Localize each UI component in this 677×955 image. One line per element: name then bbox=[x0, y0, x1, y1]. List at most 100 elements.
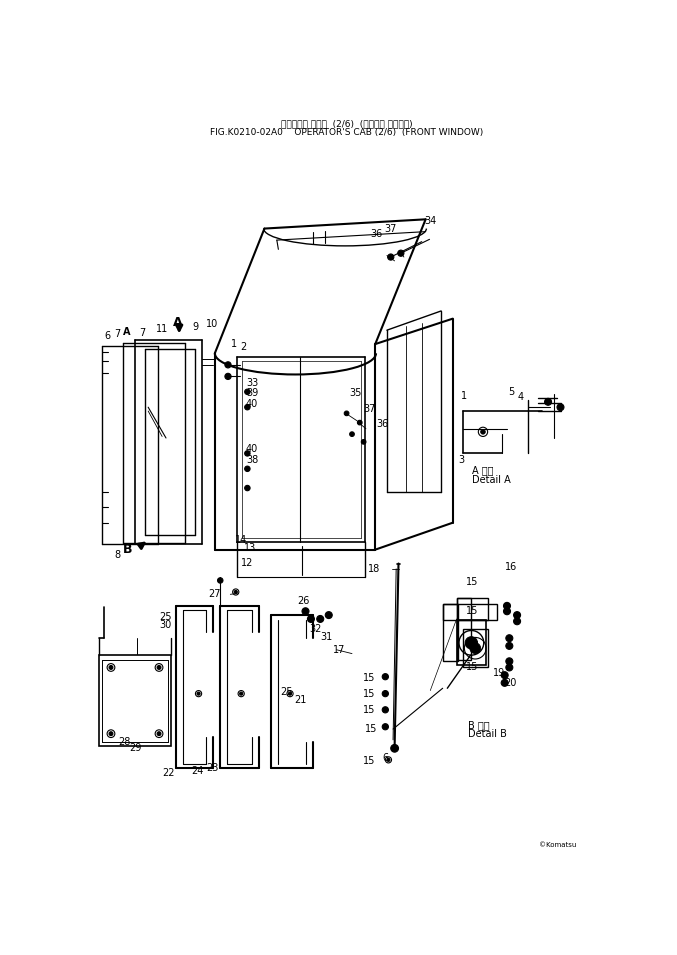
Text: 37: 37 bbox=[364, 404, 376, 414]
Text: 36: 36 bbox=[376, 419, 389, 429]
Circle shape bbox=[244, 485, 250, 491]
Bar bbox=[456, 598, 471, 660]
Text: オペレータ キャブ  (2/6)  (フロント ウインド): オペレータ キャブ (2/6) (フロント ウインド) bbox=[281, 119, 412, 128]
Text: 9: 9 bbox=[192, 322, 198, 332]
Text: 32: 32 bbox=[309, 624, 322, 634]
Circle shape bbox=[514, 618, 521, 625]
Text: 21: 21 bbox=[294, 695, 306, 705]
Circle shape bbox=[504, 607, 510, 615]
Text: 15: 15 bbox=[363, 705, 375, 714]
Text: 27: 27 bbox=[208, 588, 220, 599]
Text: 16: 16 bbox=[505, 562, 517, 572]
Bar bbox=[456, 621, 486, 665]
Text: 34: 34 bbox=[424, 216, 436, 226]
Text: 33: 33 bbox=[246, 377, 258, 388]
Text: 15: 15 bbox=[365, 724, 378, 734]
Text: 10: 10 bbox=[206, 319, 219, 329]
Text: 38: 38 bbox=[246, 455, 258, 464]
Circle shape bbox=[240, 692, 243, 695]
Text: 13: 13 bbox=[244, 543, 257, 553]
Text: B: B bbox=[123, 543, 132, 556]
Text: 29: 29 bbox=[129, 743, 141, 753]
Text: 36: 36 bbox=[371, 229, 383, 239]
Text: 15: 15 bbox=[363, 673, 375, 683]
Text: 4: 4 bbox=[518, 393, 524, 402]
Text: 37: 37 bbox=[385, 223, 397, 234]
Circle shape bbox=[391, 745, 399, 753]
Circle shape bbox=[244, 389, 250, 394]
Text: 2: 2 bbox=[240, 342, 246, 352]
Circle shape bbox=[357, 420, 362, 425]
Circle shape bbox=[325, 611, 332, 619]
Text: 40: 40 bbox=[246, 444, 258, 454]
Circle shape bbox=[217, 578, 223, 584]
Circle shape bbox=[514, 611, 521, 619]
Text: Detail B: Detail B bbox=[468, 730, 507, 739]
Text: 40: 40 bbox=[246, 399, 258, 409]
Text: 30: 30 bbox=[159, 620, 171, 630]
Bar bbox=[443, 604, 497, 621]
Circle shape bbox=[506, 658, 512, 665]
Circle shape bbox=[225, 362, 231, 368]
Circle shape bbox=[157, 666, 161, 669]
Text: 24: 24 bbox=[191, 766, 203, 775]
Text: 5: 5 bbox=[508, 387, 514, 396]
Circle shape bbox=[481, 430, 485, 435]
Text: 22: 22 bbox=[162, 768, 175, 778]
Bar bbox=[456, 598, 487, 620]
Circle shape bbox=[557, 404, 564, 411]
Bar bbox=[463, 629, 487, 668]
Circle shape bbox=[506, 635, 512, 642]
Text: 15: 15 bbox=[466, 606, 479, 616]
Text: 28: 28 bbox=[118, 737, 131, 747]
Circle shape bbox=[344, 411, 349, 415]
Text: 6: 6 bbox=[105, 331, 111, 341]
Circle shape bbox=[383, 707, 389, 712]
Circle shape bbox=[244, 405, 250, 410]
Circle shape bbox=[465, 637, 477, 649]
Text: 15: 15 bbox=[466, 577, 479, 587]
Text: 17: 17 bbox=[332, 645, 345, 655]
Text: 19: 19 bbox=[493, 668, 505, 678]
Circle shape bbox=[288, 692, 292, 695]
Circle shape bbox=[387, 758, 390, 761]
Text: FIG.K0210-02A0    OPERATOR'S CAB (2/6)  (FRONT WINDOW): FIG.K0210-02A0 OPERATOR'S CAB (2/6) (FRO… bbox=[210, 129, 483, 138]
Circle shape bbox=[362, 439, 366, 444]
Text: 39: 39 bbox=[246, 389, 258, 398]
Circle shape bbox=[470, 643, 481, 653]
Circle shape bbox=[157, 732, 161, 735]
Circle shape bbox=[383, 690, 389, 697]
Text: 1: 1 bbox=[461, 391, 467, 401]
Circle shape bbox=[501, 679, 508, 687]
Text: 14: 14 bbox=[235, 536, 247, 545]
Text: 8: 8 bbox=[114, 550, 121, 560]
Text: A: A bbox=[123, 327, 130, 337]
Text: 18: 18 bbox=[368, 563, 380, 574]
Circle shape bbox=[504, 603, 510, 609]
Circle shape bbox=[383, 724, 389, 730]
Circle shape bbox=[307, 615, 314, 623]
Bar bbox=[443, 604, 458, 661]
Circle shape bbox=[317, 615, 324, 623]
Text: 12: 12 bbox=[241, 558, 254, 567]
Circle shape bbox=[109, 666, 113, 669]
Circle shape bbox=[234, 590, 238, 594]
Text: 15: 15 bbox=[466, 663, 479, 672]
Circle shape bbox=[244, 451, 250, 456]
Circle shape bbox=[506, 643, 512, 649]
Text: B 詳細: B 詳細 bbox=[468, 720, 490, 731]
Circle shape bbox=[544, 398, 552, 405]
Text: 1: 1 bbox=[231, 339, 237, 350]
Text: 7: 7 bbox=[114, 329, 121, 339]
Circle shape bbox=[302, 607, 309, 615]
Text: 23: 23 bbox=[206, 762, 219, 773]
Circle shape bbox=[506, 664, 512, 671]
Text: 3: 3 bbox=[458, 455, 464, 464]
Text: A: A bbox=[173, 316, 182, 329]
Text: ©Komatsu: ©Komatsu bbox=[540, 841, 577, 847]
Circle shape bbox=[397, 250, 404, 256]
Text: 20: 20 bbox=[504, 678, 517, 688]
Circle shape bbox=[225, 373, 231, 379]
Text: 35: 35 bbox=[350, 389, 362, 398]
Circle shape bbox=[197, 692, 200, 695]
